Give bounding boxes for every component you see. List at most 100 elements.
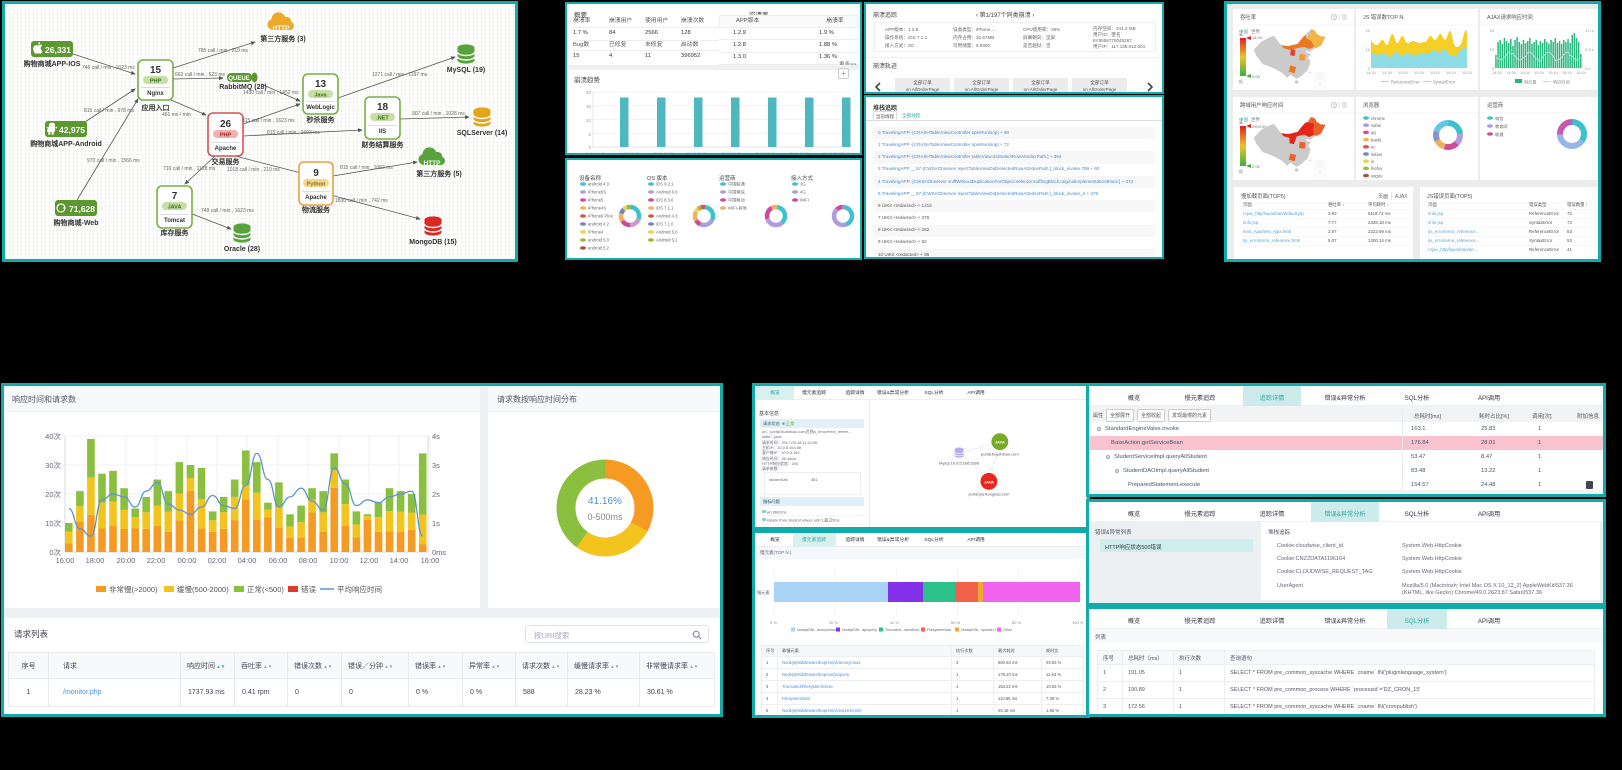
svg-text:物流服务: 物流服务: [302, 205, 331, 214]
svg-text:815 call / min , 1603 ms: 815 call / min , 1603 ms: [267, 130, 320, 136]
svg-text:100 %: 100 %: [1072, 620, 1084, 625]
svg-text:/info.jsp: /info.jsp: [1428, 220, 1444, 225]
svg-text:AJAX请求响应时间: AJAX请求响应时间: [1487, 13, 1533, 21]
svg-text:sogou: sogou: [1371, 173, 1383, 178]
svg-text:0次: 0次: [49, 547, 61, 557]
svg-text:20: 20: [1366, 28, 1371, 33]
svg-text:15:24: 15:24: [1576, 71, 1586, 75]
svg-text:785 call / min , 219 ms: 785 call / min , 219 ms: [198, 48, 249, 54]
svg-text:ReferenceError: ReferenceError: [1529, 211, 1560, 216]
svg-text:平均响应时间: 平均响应时间: [337, 584, 382, 594]
svg-text:HTTP: HTTP: [273, 25, 291, 32]
svg-text:缓慢(500-2000): 缓慢(500-2000): [177, 584, 229, 594]
svg-text:电信: 电信: [1495, 115, 1503, 122]
svg-text:iOS 7.1.1: iOS 7.1.1: [656, 206, 674, 211]
svg-text:uc: uc: [1371, 145, 1375, 150]
svg-text:Other: Other: [1003, 628, 1013, 632]
svg-text:财务结算服务: 财务结算服务: [361, 140, 405, 149]
svg-text:9: 9: [313, 168, 319, 179]
svg-text:平均耗时 ↓: 平均耗时 ↓: [1368, 201, 1389, 208]
svg-text:JS 错误数TOP N: JS 错误数TOP N: [1363, 13, 1403, 21]
svg-text:android 5.2: android 5.2: [588, 246, 610, 251]
svg-text:跨域用户响应时间: 跨域用户响应时间: [1240, 101, 1283, 109]
svg-text:749 call / min , 1623 ms: 749 call / min , 1623 ms: [201, 208, 254, 214]
svg-text:3G: 3G: [800, 182, 806, 187]
svg-text:5.07: 5.07: [1328, 238, 1337, 243]
svg-text:Android 5.2: Android 5.2: [656, 238, 678, 243]
svg-text:3s: 3s: [432, 461, 440, 470]
svg-text:错误类型: 错误类型: [1529, 201, 1547, 208]
svg-text:60 %: 60 %: [951, 620, 961, 625]
svg-text:JAVA: JAVA: [168, 205, 182, 211]
svg-text:世界: 世界: [1251, 116, 1260, 123]
svg-text:1.0 s: 1.0 s: [1585, 28, 1594, 33]
svg-text:页面: 页面: [1378, 194, 1388, 200]
svg-text:2904.00: 2904.00: [1252, 124, 1267, 129]
svg-text:0: 0: [1368, 66, 1371, 71]
svg-text:/js_error/error_reference.html: /js_error/error_reference.html: [1243, 238, 1300, 243]
svg-text:05.04 02:00: 05.04 02:00: [789, 152, 809, 155]
svg-text:PHP: PHP: [150, 79, 162, 85]
svg-text:Android 4.3: Android 4.3: [656, 214, 678, 219]
svg-text:MySQL (19): MySQL (19): [447, 67, 485, 74]
svg-text:浏览器: 浏览器: [1363, 101, 1380, 109]
svg-text:iPhone6 Plus: iPhone6 Plus: [588, 214, 613, 219]
svg-text:秒杀服务: 秒杀服务: [307, 115, 336, 124]
svg-text:15:19: 15:19: [1562, 71, 1572, 75]
svg-text:.NET: .NET: [376, 116, 389, 122]
svg-text:/info.jsp: /info.jsp: [1243, 220, 1259, 225]
svg-text:16:00: 16:00: [421, 556, 440, 565]
svg-text:iPhone4: iPhone4: [588, 230, 604, 235]
svg-text:13: 13: [315, 79, 327, 90]
svg-text:QUEUE: QUEUE: [228, 76, 249, 82]
svg-text:53: 53: [1567, 238, 1572, 243]
svg-text:10:00: 10:00: [330, 556, 349, 565]
svg-text:交易服务: 交易服务: [212, 157, 241, 166]
svg-text:中国移动: 中国移动: [728, 197, 745, 204]
svg-text:iPhone4S: iPhone4S: [588, 206, 606, 211]
svg-text:72: 72: [1567, 220, 1572, 225]
svg-text:2222.69 ms: 2222.69 ms: [1368, 229, 1392, 234]
svg-text:0.00: 0.00: [1252, 164, 1261, 169]
svg-text:SyntaxError: SyntaxError: [1433, 80, 1456, 85]
svg-text:0 %: 0 %: [770, 620, 777, 625]
svg-text:高: 高: [1239, 31, 1243, 37]
svg-text:chrome: chrome: [1371, 116, 1386, 121]
svg-text:iPhone5: iPhone5: [588, 198, 604, 203]
svg-text:baidu: baidu: [1371, 137, 1382, 142]
svg-text:1271 call / min , 1197 ms: 1271 call / min , 1197 ms: [372, 72, 428, 78]
svg-text:0-500ms: 0-500ms: [587, 512, 623, 522]
svg-text:10: 10: [586, 118, 592, 123]
svg-text:WIFI: WIFI: [800, 198, 809, 203]
svg-text:7.77: 7.77: [1328, 220, 1337, 225]
svg-text:3.87: 3.87: [1328, 229, 1337, 234]
svg-text:Nginx: Nginx: [147, 91, 164, 97]
svg-text:15:14: 15:14: [1430, 71, 1440, 75]
svg-text:教育网: 教育网: [1495, 123, 1508, 130]
svg-text:联通: 联通: [1495, 131, 1504, 138]
svg-text:高: 高: [1239, 119, 1243, 125]
svg-text:461 ms / min: 461 ms / min: [162, 112, 191, 118]
svg-text:Python: Python: [307, 182, 326, 188]
svg-text:04:00: 04:00: [238, 556, 257, 565]
svg-text:4G: 4G: [800, 190, 806, 195]
svg-text:页面: 页面: [1243, 202, 1252, 208]
svg-text:中国: 中国: [1239, 116, 1248, 123]
svg-text:80 %: 80 %: [1012, 620, 1022, 625]
svg-text:15: 15: [150, 65, 162, 76]
svg-text:14:34: 14:34: [1492, 71, 1502, 75]
svg-text:00:00: 00:00: [178, 556, 197, 565]
svg-text:10: 10: [1490, 47, 1495, 52]
svg-text:慢加载页面(TOP5): 慢加载页面(TOP5): [1241, 192, 1286, 200]
svg-text:3.93: 3.93: [1328, 211, 1337, 216]
svg-text:Mysql 10.0.5.166:3306: Mysql 10.0.5.166:3306: [939, 460, 980, 465]
svg-text:05.04 20:00: 05.04 20:00: [823, 152, 843, 155]
svg-text:ie: ie: [1371, 159, 1375, 164]
svg-text:正常(<500): 正常(<500): [247, 585, 284, 594]
svg-text:第三方服务 (5): 第三方服务 (5): [416, 169, 462, 178]
svg-text:错误: 错误: [301, 584, 316, 594]
svg-text:05.03 08:00: 05.03 08:00: [755, 152, 775, 155]
svg-text:ReferenceError: ReferenceError: [1529, 247, 1560, 252]
svg-text:iOS 9.2.1: iOS 9.2.1: [656, 182, 674, 187]
svg-text:5: 5: [588, 132, 591, 137]
